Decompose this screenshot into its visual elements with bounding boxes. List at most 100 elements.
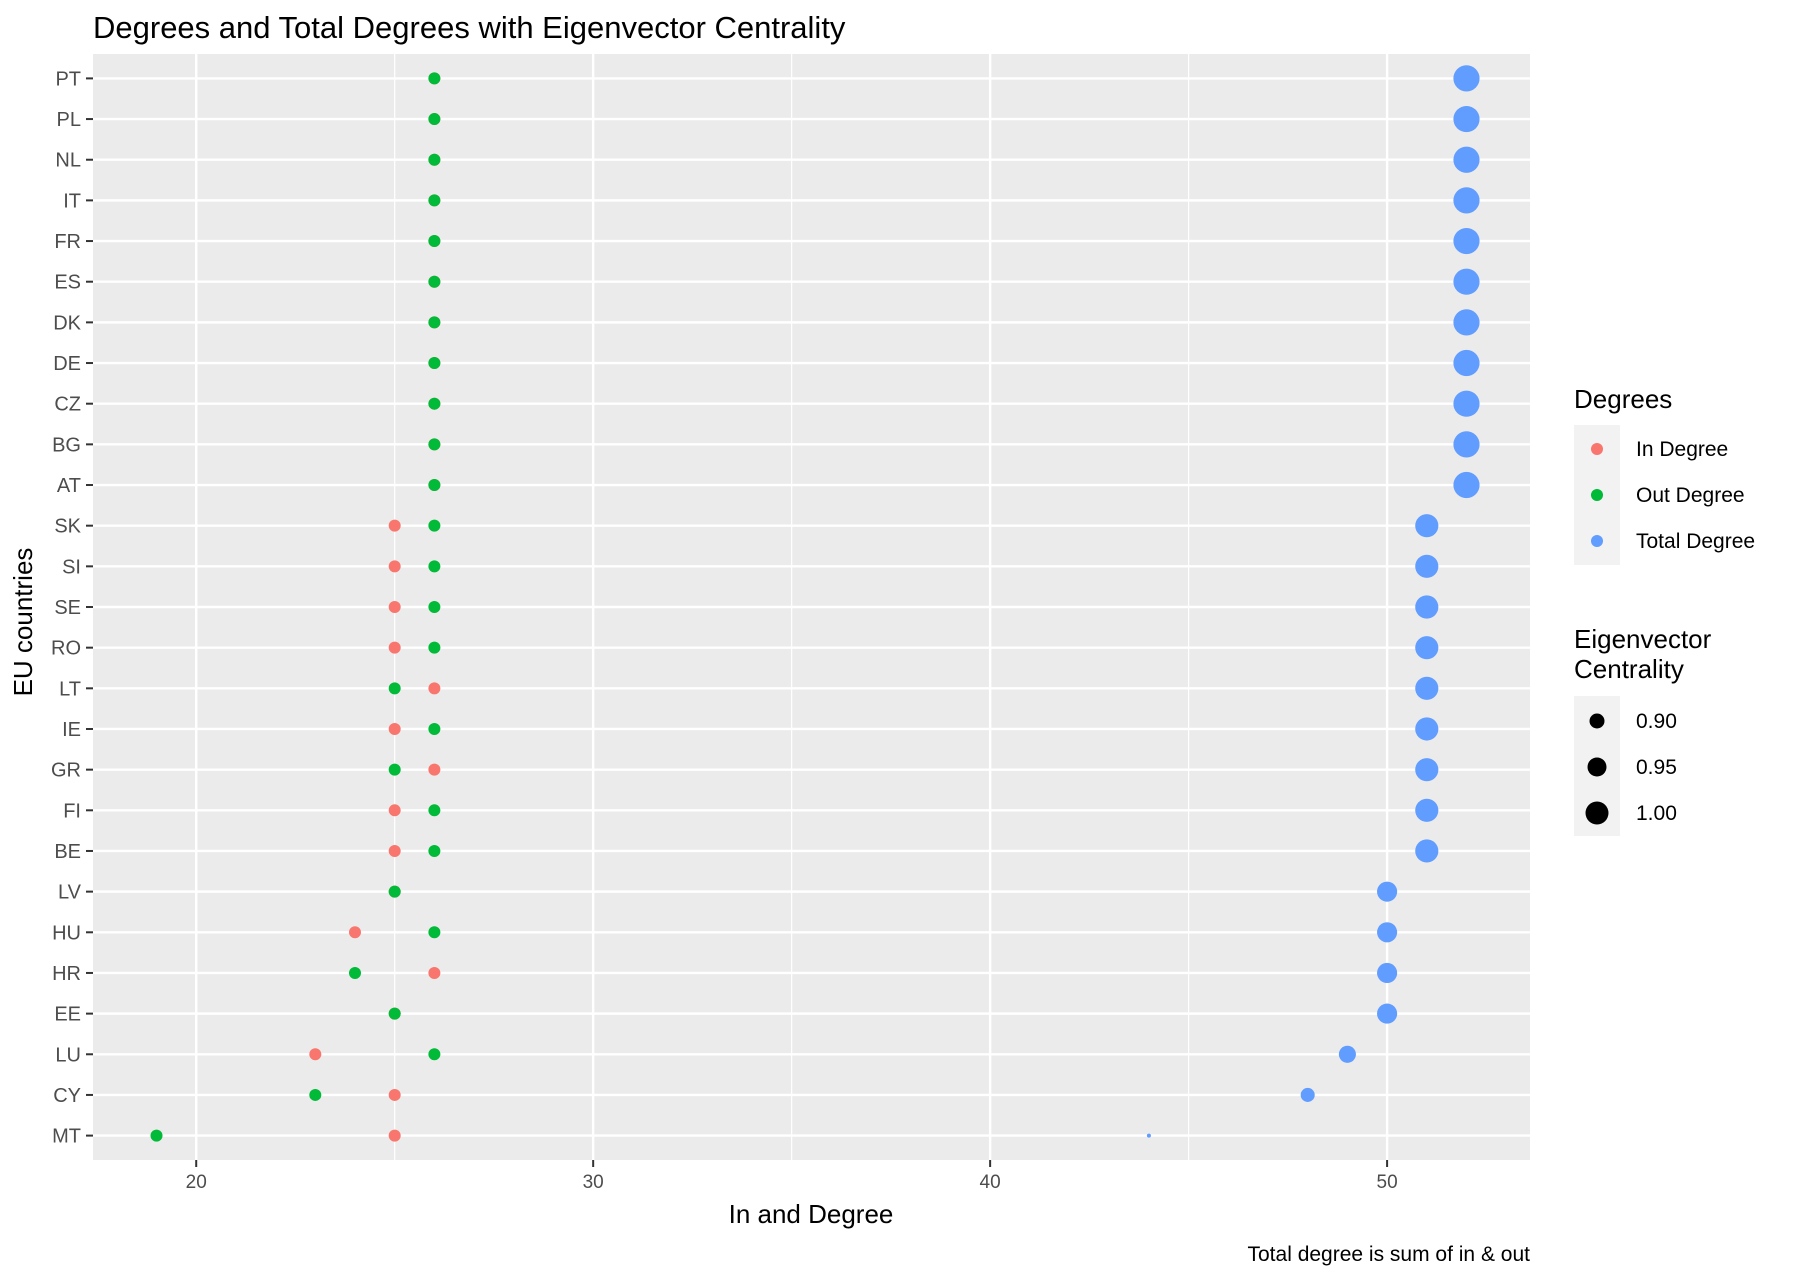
point-out-degree bbox=[428, 560, 441, 573]
legend-size-key bbox=[1585, 801, 1609, 825]
point-in-degree bbox=[388, 519, 401, 532]
legend-degrees-title: Degrees bbox=[1574, 384, 1672, 414]
point-out-degree bbox=[428, 316, 441, 329]
point-out-degree bbox=[428, 438, 441, 451]
point-total-degree bbox=[1453, 390, 1480, 417]
point-total-degree bbox=[1300, 1087, 1315, 1102]
x-tick-label: 40 bbox=[980, 1172, 1001, 1193]
point-out-degree bbox=[150, 1129, 163, 1142]
point-total-degree bbox=[1415, 554, 1439, 578]
y-tick-label: CZ bbox=[54, 394, 81, 416]
y-tick-label: FR bbox=[54, 231, 81, 253]
point-in-degree bbox=[309, 1048, 322, 1061]
legend-size-label: 0.95 bbox=[1636, 756, 1677, 779]
x-tick-label: 30 bbox=[583, 1172, 604, 1193]
y-axis-label: EU countries bbox=[8, 548, 38, 697]
point-out-degree bbox=[428, 601, 441, 613]
point-out-degree bbox=[428, 357, 441, 370]
point-total-degree bbox=[1415, 798, 1439, 822]
y-tick-label: GR bbox=[51, 760, 81, 782]
grid bbox=[93, 54, 1530, 1160]
point-out-degree bbox=[428, 844, 441, 857]
x-tick-label: 50 bbox=[1377, 1172, 1398, 1193]
y-tick-label: DE bbox=[53, 353, 81, 375]
legend-label: In Degree bbox=[1636, 438, 1728, 461]
point-out-degree bbox=[428, 397, 441, 410]
point-out-degree bbox=[388, 763, 401, 776]
y-tick-label: PL bbox=[57, 109, 81, 131]
point-total-degree bbox=[1453, 471, 1480, 499]
legend-key-out-degree bbox=[1591, 489, 1603, 501]
point-in-degree bbox=[388, 560, 401, 573]
point-total-degree bbox=[1377, 922, 1398, 943]
point-out-degree bbox=[428, 519, 441, 532]
point-total-degree bbox=[1377, 881, 1398, 902]
chart-title: Degrees and Total Degrees with Eigenvect… bbox=[93, 10, 846, 45]
y-tick-label: SI bbox=[62, 556, 81, 578]
point-out-degree bbox=[428, 113, 441, 126]
y-tick-label: NL bbox=[55, 150, 81, 172]
point-in-degree bbox=[388, 1088, 401, 1101]
y-tick-label: MT bbox=[52, 1126, 81, 1148]
point-out-degree bbox=[428, 275, 441, 288]
point-out-degree bbox=[428, 72, 441, 85]
y-tick-label: LT bbox=[59, 678, 81, 700]
point-out-degree bbox=[348, 966, 361, 979]
point-total-degree bbox=[1453, 431, 1480, 458]
legend-key-total-degree bbox=[1591, 535, 1603, 547]
point-total-degree bbox=[1453, 65, 1480, 92]
legend-size-key bbox=[1587, 757, 1607, 777]
legend-size-label: 1.00 bbox=[1636, 802, 1677, 825]
legend-degrees: Degrees In Degree Out Degree Total Degree bbox=[1574, 384, 1755, 565]
y-tick-label: FI bbox=[63, 800, 81, 822]
point-total-degree bbox=[1415, 717, 1439, 741]
point-in-degree bbox=[348, 926, 361, 939]
point-out-degree bbox=[388, 1007, 401, 1020]
y-tick-label: IE bbox=[62, 719, 81, 741]
y-tick-label: HU bbox=[52, 922, 81, 944]
legend-label: Out Degree bbox=[1636, 484, 1745, 507]
point-out-degree bbox=[428, 153, 441, 166]
point-out-degree bbox=[428, 1048, 441, 1061]
point-in-degree bbox=[428, 763, 441, 776]
point-total-degree bbox=[1415, 676, 1439, 700]
legend-size-title-line-2: Centrality bbox=[1574, 654, 1684, 684]
point-out-degree bbox=[428, 804, 441, 817]
y-tick-label: BG bbox=[52, 434, 81, 456]
y-tick-label: CY bbox=[53, 1085, 81, 1107]
point-total-degree bbox=[1415, 636, 1439, 660]
point-out-degree bbox=[428, 722, 441, 735]
y-tick-label: ES bbox=[54, 272, 81, 294]
point-total-degree bbox=[1146, 1133, 1151, 1138]
y-tick-label: EE bbox=[54, 1004, 81, 1026]
legend-size-label: 0.90 bbox=[1636, 710, 1677, 733]
point-in-degree bbox=[388, 722, 401, 735]
data-points bbox=[150, 65, 1480, 1142]
point-out-degree bbox=[428, 479, 441, 492]
legend-label: Total Degree bbox=[1636, 530, 1755, 553]
axes: 20 30 40 50 PT PL NL IT FR ES DK DE CZ BG AT SK SI SE RO LT… bbox=[51, 68, 1398, 1193]
legend-key-in-degree bbox=[1591, 443, 1603, 455]
point-out-degree bbox=[388, 682, 401, 695]
point-total-degree bbox=[1415, 514, 1439, 538]
point-out-degree bbox=[428, 194, 441, 207]
point-total-degree bbox=[1415, 839, 1439, 863]
point-out-degree bbox=[388, 885, 401, 898]
y-tick-label: BE bbox=[54, 841, 81, 863]
point-total-degree bbox=[1338, 1045, 1356, 1063]
y-tick-label: DK bbox=[53, 312, 81, 334]
point-total-degree bbox=[1377, 1003, 1398, 1024]
point-in-degree bbox=[388, 844, 401, 857]
point-out-degree bbox=[309, 1088, 322, 1101]
point-total-degree bbox=[1453, 349, 1480, 377]
point-total-degree bbox=[1415, 595, 1439, 619]
legend-eigenvector-centrality: Eigenvector Centrality 0.90 0.95 1.00 bbox=[1574, 624, 1712, 836]
point-total-degree bbox=[1415, 758, 1439, 782]
y-tick-label: IT bbox=[63, 190, 81, 212]
point-total-degree bbox=[1377, 962, 1398, 984]
point-in-degree bbox=[388, 1129, 401, 1142]
point-total-degree bbox=[1453, 309, 1480, 336]
chart-caption: Total degree is sum of in & out bbox=[1248, 1243, 1531, 1266]
